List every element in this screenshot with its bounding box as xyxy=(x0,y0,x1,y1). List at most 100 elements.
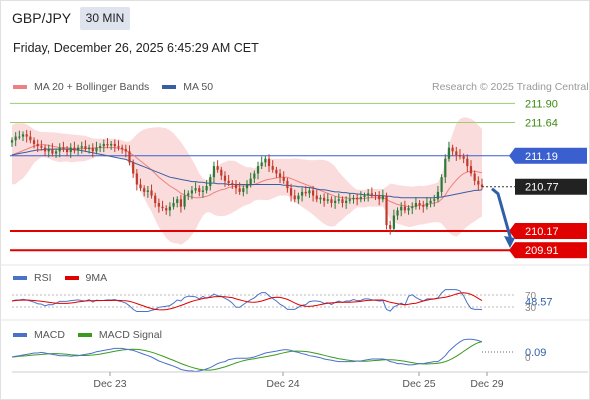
candle-body xyxy=(14,136,17,141)
candle-body xyxy=(267,158,271,167)
candle-body xyxy=(337,199,340,201)
candle-body xyxy=(286,180,289,189)
candle-body xyxy=(473,173,476,181)
candle-body xyxy=(40,146,43,148)
candle-body xyxy=(334,200,337,203)
candle-body xyxy=(161,206,164,209)
rsi-9ma-line xyxy=(11,292,483,311)
candle-body xyxy=(378,195,381,200)
candle-body xyxy=(62,147,65,150)
candle-body xyxy=(348,199,351,201)
level-tag-pointer-209.91 xyxy=(509,242,515,259)
candle-body xyxy=(238,188,241,192)
candle-body xyxy=(201,190,205,192)
candle-body xyxy=(308,190,311,194)
candle-body xyxy=(319,197,322,200)
candle-body xyxy=(429,200,432,203)
candle-body xyxy=(245,184,249,189)
candle-body xyxy=(18,136,21,138)
candle-body xyxy=(58,147,61,152)
candle-body xyxy=(187,193,190,196)
rsi-line xyxy=(11,289,483,312)
candle-body xyxy=(220,169,223,176)
candle-body xyxy=(264,158,267,163)
candle-body xyxy=(190,190,194,194)
candle-body xyxy=(124,149,127,152)
level-tag-label-209.91: 209.91 xyxy=(525,245,559,257)
candle-body xyxy=(143,188,146,192)
candle-body xyxy=(36,143,39,147)
candle-body xyxy=(223,175,227,181)
candle-body xyxy=(300,191,304,196)
forecast-arrow-head xyxy=(504,236,515,248)
candle-body xyxy=(172,202,175,207)
candle-body xyxy=(47,149,50,152)
candle-body xyxy=(253,173,256,179)
macd-legend-label: MACD xyxy=(34,329,65,341)
candle-body xyxy=(455,151,458,156)
candle-body xyxy=(385,195,388,226)
candle-body xyxy=(271,166,274,170)
candle-body xyxy=(392,215,395,229)
candle-body xyxy=(440,177,443,192)
ma20-legend-label: MA 20 + Bollinger Bands xyxy=(34,81,150,93)
chart-datetime: Friday, December 26, 2025 6:45:29 AM CET xyxy=(13,41,259,55)
candle-body xyxy=(278,173,282,178)
level-tag-label-211.19: 211.19 xyxy=(525,151,558,163)
x-tick-label: Dec 23 xyxy=(93,378,126,390)
macd-signal-line xyxy=(11,341,483,371)
candle-body xyxy=(32,140,36,144)
candle-body xyxy=(381,195,384,200)
rsi-legend-swatch xyxy=(13,276,27,280)
candle-body xyxy=(43,147,47,152)
candle-body xyxy=(352,197,355,200)
ma50-legend-swatch xyxy=(162,85,177,89)
candle-body xyxy=(205,186,208,191)
candle-body xyxy=(234,184,238,189)
candle-body xyxy=(150,190,153,196)
candle-body xyxy=(117,146,120,148)
ma50-legend-label: MA 50 xyxy=(183,81,214,93)
level-tag-209.91 xyxy=(515,242,587,259)
candle-body xyxy=(311,190,315,196)
level-tag-210.17 xyxy=(515,223,587,240)
candle-body xyxy=(216,166,219,170)
candle-body xyxy=(411,206,414,209)
candle-body xyxy=(212,166,216,178)
header: GBP/JPY 30 MIN xyxy=(0,0,590,36)
currency-pair-title: GBP/JPY xyxy=(12,10,72,26)
candle-body xyxy=(480,184,484,187)
rsi-last-value: 48.57 xyxy=(525,296,553,308)
candle-body xyxy=(282,177,285,181)
candle-body xyxy=(403,206,406,211)
candle-body xyxy=(242,188,245,192)
x-tick-label: Dec 24 xyxy=(266,378,299,390)
candle-body xyxy=(477,180,480,185)
candle-body xyxy=(407,208,410,211)
candle-body xyxy=(425,202,429,207)
candle-body xyxy=(73,147,76,151)
candle-body xyxy=(293,195,296,200)
candle-body xyxy=(297,195,300,200)
forecast-arrow-line xyxy=(491,187,513,241)
macd-tick-0: 0 xyxy=(525,353,531,364)
candle-body xyxy=(165,208,168,211)
rsi-tick-70: 70 xyxy=(525,291,537,302)
level-tag-pointer-210.17 xyxy=(509,223,515,240)
candle-body xyxy=(462,156,465,159)
timeframe-button[interactable]: 30 MIN xyxy=(80,7,130,30)
candle-body xyxy=(176,199,179,203)
candle-body xyxy=(341,199,344,203)
candle-body xyxy=(359,197,362,200)
x-tick-label: Dec 29 xyxy=(470,378,503,390)
candle-body xyxy=(260,162,263,167)
candle-body xyxy=(396,210,399,216)
candle-body xyxy=(76,147,80,151)
candle-body xyxy=(157,202,160,207)
candle-body xyxy=(154,195,157,203)
last-price-tag xyxy=(515,178,587,195)
candle-body xyxy=(326,199,329,201)
candle-body xyxy=(400,206,403,211)
candle-body xyxy=(422,205,425,207)
